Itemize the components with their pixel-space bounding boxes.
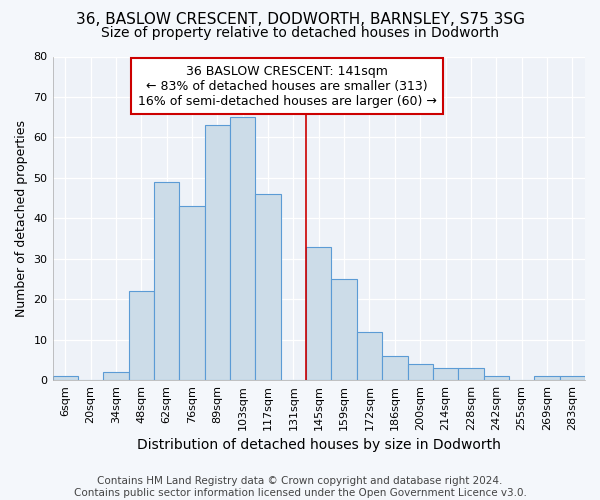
Bar bbox=[53, 376, 78, 380]
Bar bbox=[154, 182, 179, 380]
Bar bbox=[484, 376, 509, 380]
Bar bbox=[128, 291, 154, 380]
Bar bbox=[534, 376, 560, 380]
Text: Contains HM Land Registry data © Crown copyright and database right 2024.
Contai: Contains HM Land Registry data © Crown c… bbox=[74, 476, 526, 498]
Bar bbox=[103, 372, 128, 380]
Bar bbox=[331, 279, 357, 380]
Bar bbox=[256, 194, 281, 380]
Bar bbox=[230, 117, 256, 380]
Bar bbox=[560, 376, 585, 380]
Bar bbox=[433, 368, 458, 380]
Text: 36, BASLOW CRESCENT, DODWORTH, BARNSLEY, S75 3SG: 36, BASLOW CRESCENT, DODWORTH, BARNSLEY,… bbox=[76, 12, 524, 28]
Text: Size of property relative to detached houses in Dodworth: Size of property relative to detached ho… bbox=[101, 26, 499, 40]
Bar bbox=[205, 126, 230, 380]
Bar bbox=[458, 368, 484, 380]
Bar bbox=[357, 332, 382, 380]
Bar bbox=[306, 246, 331, 380]
Y-axis label: Number of detached properties: Number of detached properties bbox=[15, 120, 28, 317]
Bar bbox=[179, 206, 205, 380]
X-axis label: Distribution of detached houses by size in Dodworth: Distribution of detached houses by size … bbox=[137, 438, 501, 452]
Bar bbox=[382, 356, 407, 380]
Bar bbox=[407, 364, 433, 380]
Text: 36 BASLOW CRESCENT: 141sqm
← 83% of detached houses are smaller (313)
16% of sem: 36 BASLOW CRESCENT: 141sqm ← 83% of deta… bbox=[137, 64, 437, 108]
